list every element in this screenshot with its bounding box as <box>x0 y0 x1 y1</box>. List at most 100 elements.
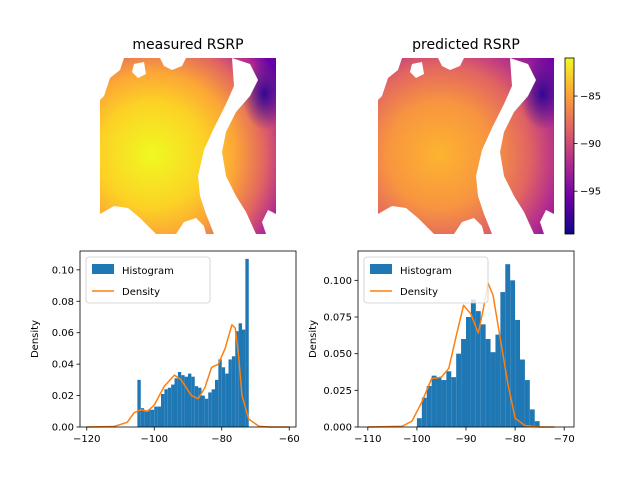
histogram-bar <box>529 409 535 427</box>
histogram-bar <box>441 380 447 427</box>
y-tick-label: 0.08 <box>52 297 74 308</box>
histogram-bar <box>475 311 481 427</box>
y-tick-label: 0.06 <box>52 328 74 339</box>
histogram-bar <box>201 395 205 427</box>
legend-swatch-histogram <box>92 264 114 274</box>
plot-frame <box>79 250 297 428</box>
histogram-bar <box>218 359 222 427</box>
heatmap1-nodata-spot <box>132 62 146 78</box>
heatmap1-nodata-right <box>262 210 276 234</box>
histogram-bar <box>446 371 452 427</box>
y-axis-label: Density <box>30 320 41 358</box>
y-tick-label: 0.04 <box>52 360 74 371</box>
histogram-bar <box>140 408 145 427</box>
histogram-bar <box>436 377 442 427</box>
histogram-bar <box>534 421 540 427</box>
histogram-bar <box>194 386 199 427</box>
histogram-bar <box>470 299 476 427</box>
y-tick-label: 0.050 <box>323 349 352 360</box>
y-tick-label: 0.100 <box>323 276 352 287</box>
x-tick-label: −120 <box>73 434 100 445</box>
histogram-bar <box>431 375 437 427</box>
y-tick-label: 0.000 <box>323 423 352 434</box>
heatmap2-nodata-right <box>540 210 554 234</box>
colorbar-gradient <box>564 57 575 235</box>
x-tick-label: −70 <box>554 434 575 445</box>
legend-label-density: Density <box>400 287 438 298</box>
histogram-bar <box>228 359 232 427</box>
histogram-bar <box>485 339 491 427</box>
histogram-bar <box>515 319 520 427</box>
histogram-bar <box>137 379 141 427</box>
y-tick-label: 0.02 <box>52 391 74 402</box>
histogram-bar <box>211 389 215 427</box>
histogram-bar <box>416 418 422 427</box>
histogram-bar <box>505 264 511 427</box>
histogram-bar <box>421 397 427 427</box>
histogram-bar <box>225 373 229 427</box>
histogram-bar <box>157 406 161 427</box>
histogram-bar <box>221 367 226 427</box>
heatmap2-title: predicted RSRP <box>412 37 520 53</box>
histogram-bar <box>426 385 432 427</box>
histogram-bar <box>245 258 249 427</box>
histogram-bar <box>188 373 192 427</box>
heatmap1-nodata-topleft <box>100 58 124 100</box>
heatmap2-nodata-topleft <box>378 58 402 100</box>
density-line <box>86 324 290 428</box>
histogram-bar <box>466 317 471 427</box>
x-tick-label: −100 <box>403 434 430 445</box>
heatmap1-title: measured RSRP <box>132 37 243 53</box>
heatmap1-nodata-river <box>198 58 258 234</box>
histogram-bar <box>177 372 182 427</box>
x-tick-label: −80 <box>505 434 526 445</box>
density-line <box>367 282 555 428</box>
histogram-bar <box>235 331 239 427</box>
legend-box <box>363 256 489 304</box>
heatmap2-predicted <box>378 58 554 234</box>
colorbar-tick-label: −95 <box>580 187 601 198</box>
histogram-bar <box>524 380 530 427</box>
heatmap2-nodata-top <box>438 58 464 70</box>
histogram-bar <box>215 379 219 427</box>
colorbar-tick-label: −90 <box>580 139 601 150</box>
histogram-bar <box>451 377 457 427</box>
y-tick-label: 0.10 <box>52 265 74 276</box>
legend-label-histogram: Histogram <box>400 266 452 277</box>
histogram-bar <box>171 384 175 427</box>
histogram-panel-measured: −120 −100 −80 −60 0.00 0.02 0.04 0.06 0.08 0.10 De… <box>30 250 300 445</box>
histogram-bar <box>480 324 486 427</box>
legend-box <box>85 256 211 304</box>
heatmap2-nodata-bottomleft <box>378 206 434 234</box>
histogram-bar <box>490 352 496 427</box>
histogram-bar <box>184 376 188 427</box>
heatmap1-nodata-bottomleft <box>100 206 156 234</box>
heatmap1-nodata-bottom <box>176 218 206 234</box>
x-tick-label: −110 <box>354 434 381 445</box>
histogram-bar <box>174 378 178 427</box>
histogram-bar <box>150 409 155 427</box>
legend-label-histogram: Histogram <box>122 266 174 277</box>
histogram-bar <box>500 292 506 427</box>
colorbar-tick-label: −85 <box>580 92 601 103</box>
histogram-bar <box>495 334 501 427</box>
x-tick-label: −100 <box>141 434 168 445</box>
histogram-bar <box>231 356 236 427</box>
histogram-bar <box>154 406 158 427</box>
histogram-bar <box>147 409 151 427</box>
histogram-bar <box>520 359 525 427</box>
histogram-bar <box>456 353 462 427</box>
x-tick-label: −60 <box>279 434 300 445</box>
heatmap1-measured <box>100 58 276 234</box>
y-tick-label: 0.00 <box>52 423 74 434</box>
x-tick-label: −80 <box>211 434 232 445</box>
histogram-bar <box>204 398 209 427</box>
legend-swatch-histogram <box>370 264 392 274</box>
heatmap2-nodata-bottom <box>454 218 484 234</box>
histogram-bar <box>208 392 212 427</box>
x-tick-label: −90 <box>455 434 476 445</box>
histogram-bar <box>461 339 466 427</box>
histogram-bar <box>198 387 202 427</box>
